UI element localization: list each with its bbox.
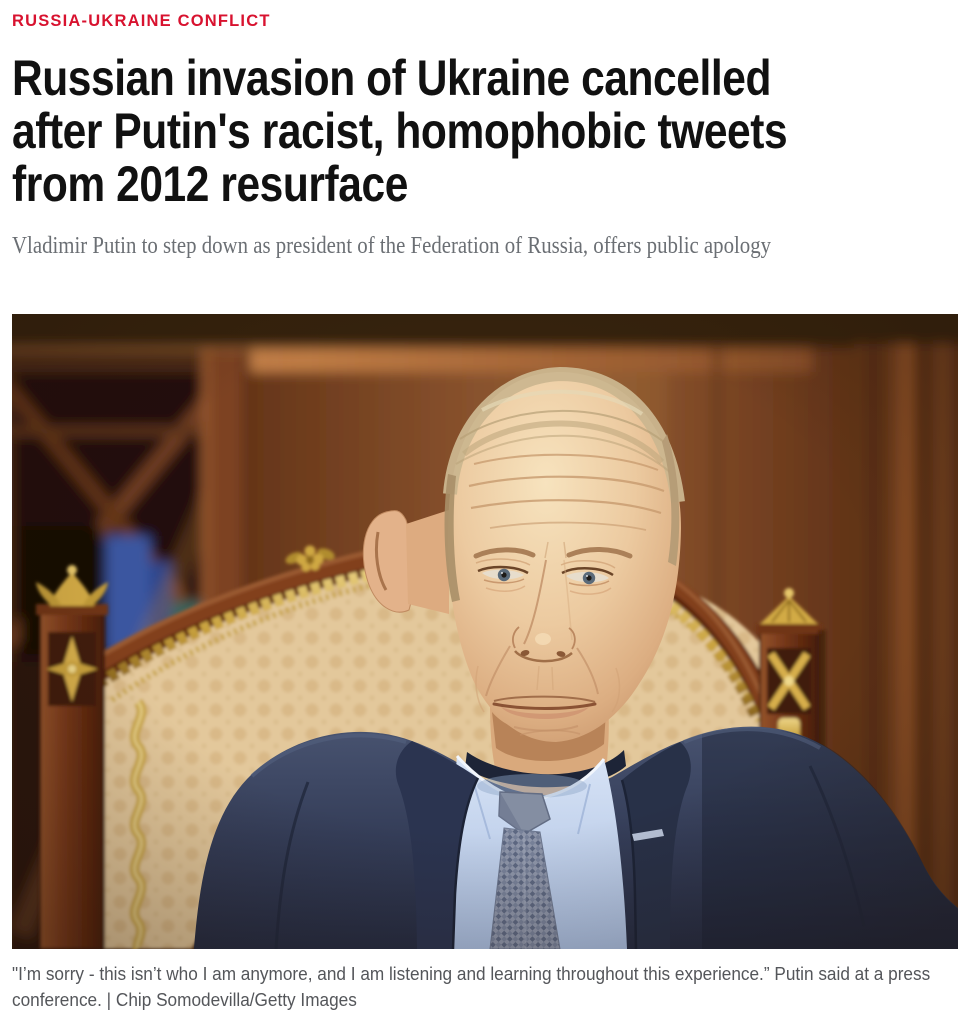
headline-line-3: from 2012 resurface — [12, 156, 408, 212]
article: RUSSIA-UKRAINE CONFLICT Russian invasion… — [0, 12, 970, 1013]
subheadline: Vladimir Putin to step down as president… — [12, 232, 772, 259]
category-label: RUSSIA-UKRAINE CONFLICT — [12, 12, 271, 30]
putin-photo-illustration — [0, 294, 970, 969]
article-photo — [0, 294, 970, 969]
headline-line-2: after Putin's racist, homophobic tweets — [12, 103, 788, 159]
photo-vignette — [12, 314, 958, 949]
headline-line-1: Russian invasion of Ukraine cancelled — [12, 50, 771, 106]
caption-text: "I’m sorry - this isn’t who I am anymore… — [12, 964, 931, 1010]
caption-credit: Chip Somodevilla/Getty Images — [115, 990, 357, 1010]
photo-caption: "I’m sorry - this isn’t who I am anymore… — [12, 961, 958, 1013]
headline: Russian invasion of Ukraine cancelled af… — [12, 52, 958, 211]
article-figure: "I’m sorry - this isn’t who I am anymore… — [0, 294, 970, 1013]
caption-separator: | — [106, 990, 112, 1010]
page: { "category": { "label": "RUSSIA-UKRAINE… — [0, 12, 970, 1029]
